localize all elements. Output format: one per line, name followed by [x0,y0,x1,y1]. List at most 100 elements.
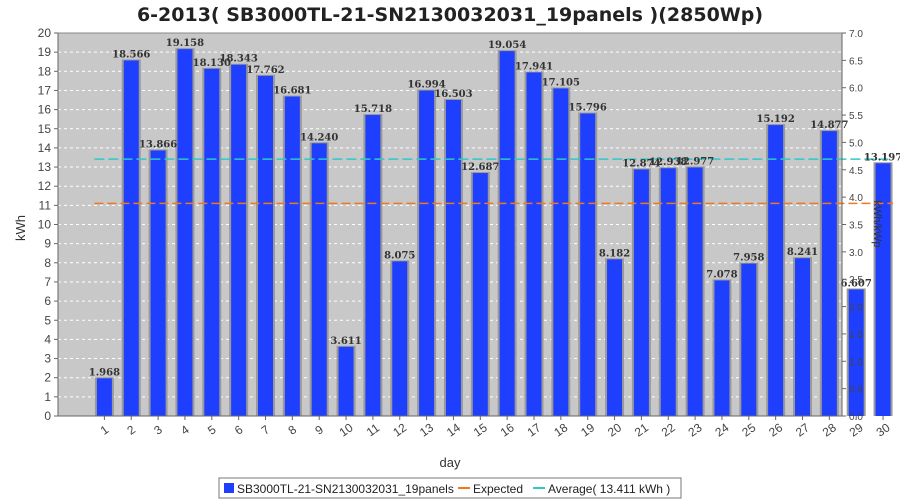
bar [553,88,569,417]
y-right-tick-label: 1.5 [849,330,863,341]
y-tick-label: 12 [38,179,52,193]
y-tick-label: 17 [38,83,52,97]
bar [741,263,757,416]
data-label: 19.054 [488,40,526,51]
y-right-tick-label: 5.0 [849,138,863,149]
data-label: 13.197 [864,152,900,163]
y-tick-label: 0 [44,409,51,423]
data-label: 15.192 [757,114,795,125]
y-right-tick-label: 3.5 [849,221,863,232]
y-tick-label: 14 [38,141,52,155]
data-label: 17.941 [515,61,553,72]
bars [94,48,893,417]
y-right-tick-label: 2.5 [849,275,863,286]
value-labels: 1.968 18.566 13.866 19.158 18.13018.34317.76… [89,38,900,378]
legend-label: Expected [473,482,523,496]
data-label: 18.566 [112,49,150,60]
bar [204,68,220,417]
bar [284,96,300,417]
bar [607,259,623,416]
y-tick-label: 11 [39,198,52,212]
bar [419,90,435,416]
y-right-tick-label: 1.0 [849,357,863,368]
bar [258,75,273,416]
bar [768,125,784,417]
bar [365,115,381,416]
y-right-tick-label: 5.5 [849,111,863,122]
bar [123,60,139,417]
data-label: 7.958 [733,253,764,264]
data-label: 12.977 [676,156,714,167]
y-tick-label: 3 [44,352,51,366]
y-tick-label: 2 [44,371,51,385]
x-axis-label: day [440,455,461,470]
bar [499,51,515,416]
data-label: 12.874 [622,158,660,169]
data-label: 14.877 [810,120,848,131]
bar [875,163,891,416]
data-label: 12.687 [461,162,499,173]
bar [687,167,703,416]
bar [795,258,810,416]
data-label: 19.158 [166,38,204,49]
data-label: 3.611 [330,336,361,347]
data-label: 8.241 [787,247,818,258]
legend-label: Average( 13.411 kWh ) [548,482,670,496]
bar [392,261,408,416]
y-right-tick-label: 0.5 [849,385,863,396]
bar [633,169,649,416]
legend: SB3000TL-21-SN2130032031_19panels Expecte… [218,477,682,499]
y-axis-label: kWh [13,215,28,241]
data-label: 15.796 [569,103,607,114]
y-tick-label: 18 [38,64,52,78]
bar [580,113,596,417]
y-right-tick-label: 6.0 [849,84,863,95]
bar [821,131,837,416]
data-label: 1.968 [89,367,120,378]
data-label: 6.607 [841,278,872,289]
bar [445,99,461,416]
data-label: 18.343 [220,54,258,65]
data-label: 17.762 [246,65,284,76]
bar [660,168,676,416]
reference-lines [94,158,894,205]
bar [338,346,354,416]
chart-title: 6-2013( SB3000TL-21-SN2130032031_19panel… [137,4,763,26]
data-label: 18.130 [193,58,231,69]
bar [150,150,166,416]
y-axis-right: 0.00.51.01.52.02.53.03.54.04.55.05.56.06… [841,29,863,423]
legend-swatch-bar [224,483,234,493]
data-label: 16.994 [407,80,445,91]
y-tick-label: 8 [44,256,51,270]
y-tick-label: 6 [44,294,51,308]
y-axis-label-right: kWh/kWp [871,200,883,247]
y-tick-label: 20 [38,26,52,40]
y-right-tick-label: 2.0 [849,303,863,314]
y-tick-label: 15 [38,122,52,136]
y-tick-label: 7 [44,275,51,289]
data-label: 16.503 [434,89,472,100]
data-label: 13.866 [139,139,177,150]
bar [177,49,193,416]
bar [96,378,112,416]
bar [311,143,327,416]
y-right-tick-label: 7.0 [849,29,863,40]
data-label: 8.182 [599,248,630,259]
y-tick-label: 16 [38,103,52,117]
y-tick-label: 9 [44,237,51,251]
y-tick-label: 19 [38,45,52,59]
y-right-tick-label: 3.0 [849,248,863,259]
legend-box [218,477,682,499]
bar [526,72,542,417]
y-tick-label: 13 [38,160,52,174]
data-label: 8.075 [384,250,415,261]
y-tick-label: 5 [44,313,51,327]
bar [714,280,730,416]
y-right-tick-label: 6.5 [849,56,863,67]
data-label: 14.240 [300,132,338,143]
data-label: 17.105 [542,77,580,88]
bar [848,289,864,416]
y-tick-label: 4 [44,332,51,346]
